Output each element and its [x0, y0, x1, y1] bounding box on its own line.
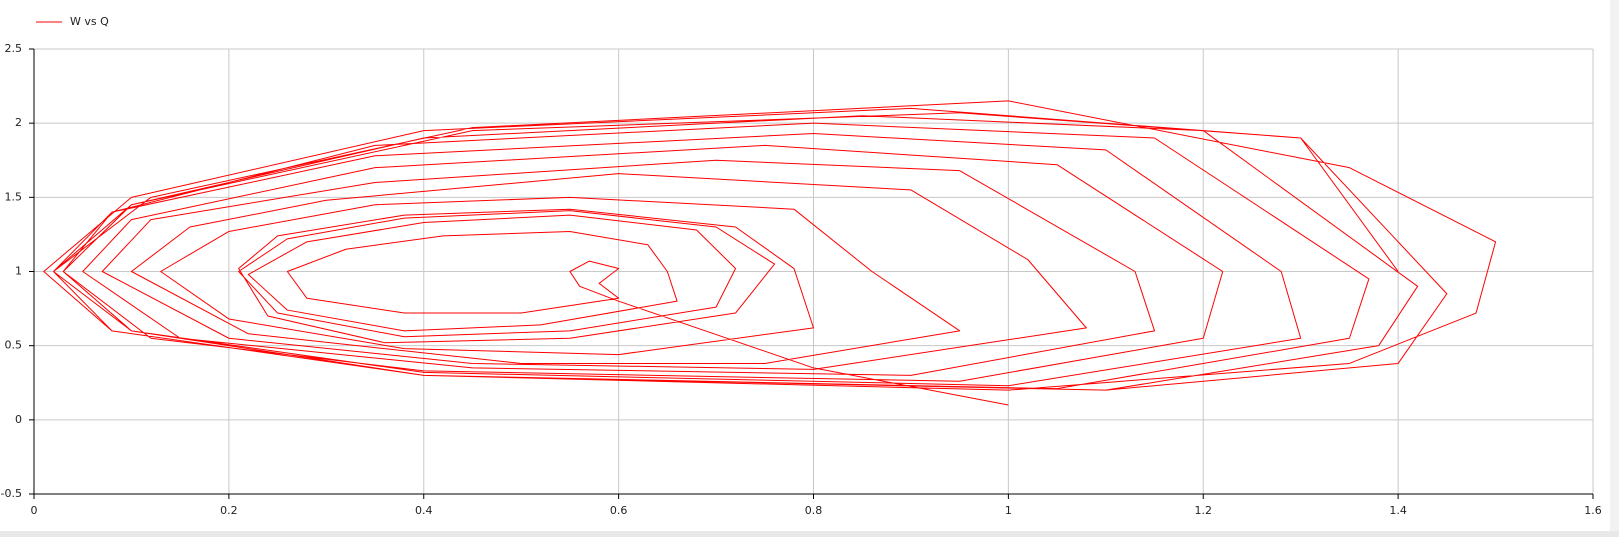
data-line: [43, 100, 1497, 406]
y-tick-label: 2: [15, 116, 22, 129]
x-tick-label: 1.6: [1584, 504, 1602, 517]
x-tick-label: 0.2: [220, 504, 238, 517]
side-strip: [1610, 0, 1619, 531]
x-tick-label: 0: [31, 504, 38, 517]
y-tick-label: 2.5: [5, 42, 23, 55]
x-tick-label: 1.4: [1389, 504, 1407, 517]
x-tick-label: 0.8: [805, 504, 823, 517]
x-tick-label: 0.4: [415, 504, 433, 517]
status-strip: [0, 531, 1619, 537]
legend-label: W vs Q: [70, 15, 109, 28]
x-tick-label: 0.6: [610, 504, 628, 517]
y-tick-label: 1.5: [5, 190, 23, 203]
y-tick-label: -0.5: [1, 487, 22, 500]
x-tick-label: 1: [1005, 504, 1012, 517]
y-tick-label: 0: [15, 413, 22, 426]
x-tick-label: 1.2: [1195, 504, 1213, 517]
y-tick-label: 1: [15, 265, 22, 278]
y-tick-label: 0.5: [5, 339, 23, 352]
